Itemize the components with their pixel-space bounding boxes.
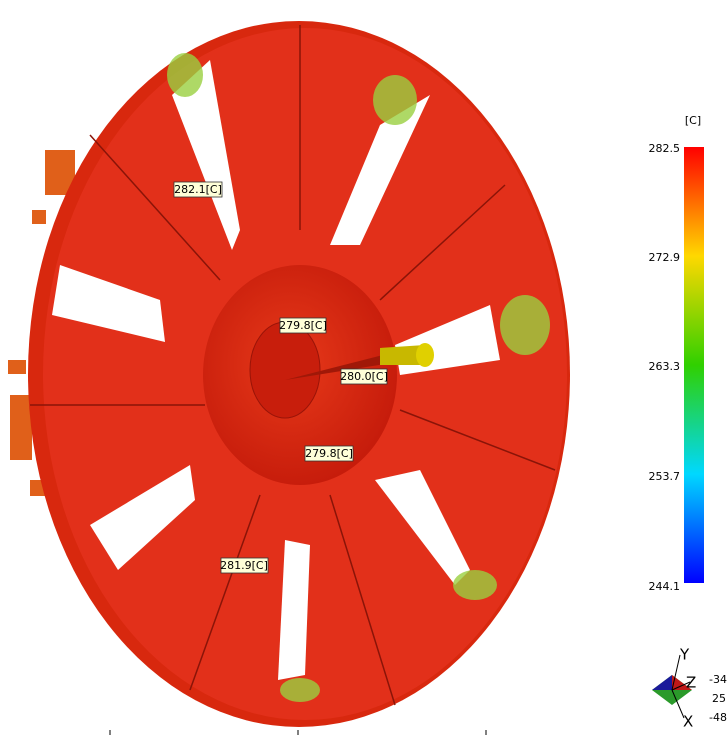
axis-label: Y: [679, 646, 690, 664]
legend-tick: 282.5: [649, 142, 681, 155]
axis-label: X: [683, 713, 693, 731]
legend-tick: 253.7: [649, 470, 681, 483]
wheel-model: [8, 21, 570, 727]
triad-value: 25: [712, 692, 726, 705]
probe-label: 279.8[C]: [305, 447, 353, 460]
legend-tick: 244.1: [649, 580, 681, 593]
probe-label: 282.1[C]: [174, 183, 222, 196]
probe-label: 280.0[C]: [340, 370, 388, 383]
legend-unit: [C]: [685, 114, 701, 127]
triad-value: -48: [709, 711, 727, 724]
color-scale: [684, 147, 704, 583]
ruler-ticks: [109, 730, 487, 735]
axis-label: Z: [686, 674, 696, 692]
legend-tick: 272.9: [649, 251, 681, 264]
legend-tick: 263.3: [649, 360, 681, 373]
probe-label: 281.9[C]: [220, 559, 268, 572]
legend: [C] 282.5 272.9 263.3 253.7 244.1: [649, 114, 704, 593]
probe-label: 279.8[C]: [279, 319, 327, 332]
axis-triad: Y Z X -34 25 -48: [652, 646, 727, 731]
probes: 282.1[C] 279.8[C] 280.0[C] 279.8[C] 281.…: [173, 181, 388, 574]
triad-value: -34: [709, 673, 727, 686]
